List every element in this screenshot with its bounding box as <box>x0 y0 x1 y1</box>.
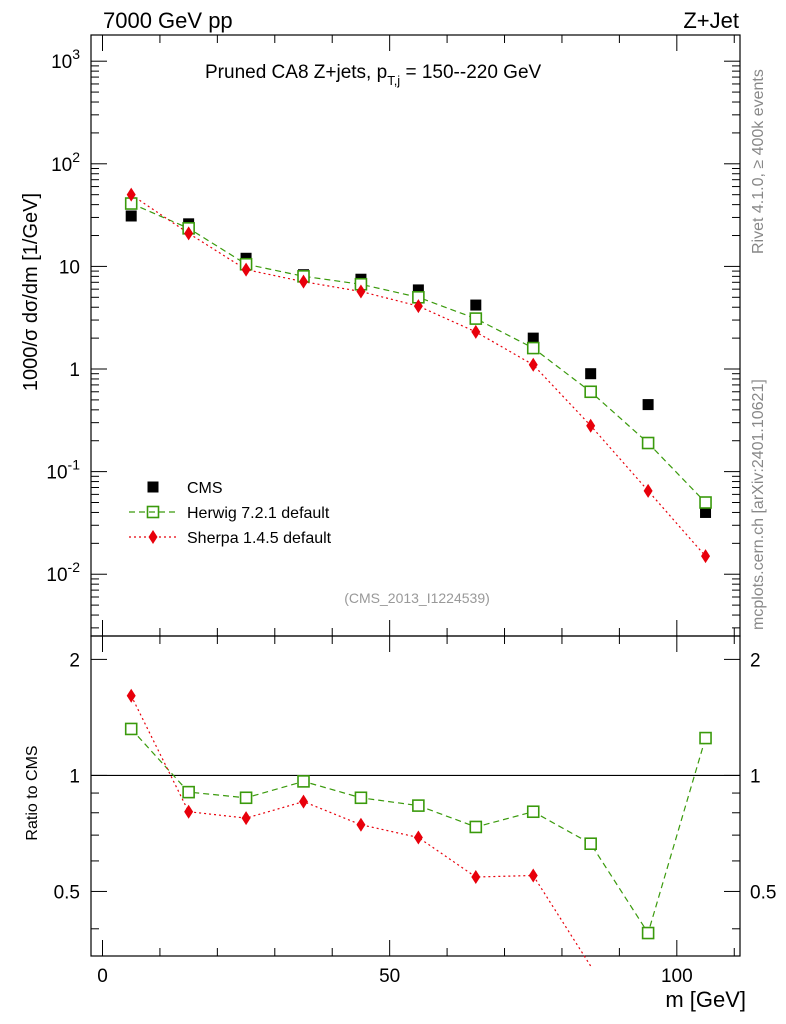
header-left: 7000 GeV pp <box>103 8 233 33</box>
ratio-y-tick-label: 1 <box>69 766 80 787</box>
tick-labels: 0 50 100 10-2 10-1 1 10 102 103 0.5 0.5 1 1 2 2 <box>46 46 776 987</box>
data-point-herwig <box>584 385 597 399</box>
data-point-sherpa <box>126 187 136 202</box>
ratio-plot-frame <box>90 635 741 957</box>
legend-label: CMS <box>187 480 223 497</box>
series-lines <box>91 194 740 967</box>
data-point-sherpa <box>701 549 711 564</box>
ratio-point-herwig <box>584 837 597 851</box>
data-point-sherpa <box>356 284 366 299</box>
ratio-line-1 <box>130 695 592 967</box>
data-point-herwig <box>526 341 540 355</box>
legend-label: Herwig 7.2.1 default <box>187 505 330 522</box>
y-axis-label: 1000/σ dσ/dm [1/GeV] <box>20 193 42 391</box>
ratio-point-herwig <box>641 926 655 940</box>
ratio-y-tick-label: 2 <box>69 650 80 671</box>
x-axis-label: m [GeV] <box>665 987 746 1012</box>
legend: CMS Herwig 7.2.1 default Sherpa 1.4.5 defa… <box>129 480 332 547</box>
ratio-point-herwig <box>239 791 253 805</box>
data-point-herwig <box>699 496 712 509</box>
legend-label: Sherpa 1.4.5 default <box>187 530 332 547</box>
data-point-sherpa <box>299 274 309 289</box>
y-tick-label: 102 <box>51 149 80 176</box>
ratio-point-sherpa <box>471 870 481 885</box>
data-point-cms <box>585 368 597 380</box>
data-point-sherpa <box>413 299 423 314</box>
data-point-sherpa <box>471 324 481 339</box>
ratio-point-herwig <box>699 731 712 745</box>
ratio-point-herwig <box>469 820 483 834</box>
ratio-point-herwig <box>124 722 138 736</box>
ratio-point-herwig <box>526 805 540 819</box>
ratio-point-sherpa <box>184 804 194 819</box>
data-point-sherpa <box>528 357 538 372</box>
ratio-point-herwig <box>412 799 425 812</box>
data-point-sherpa <box>241 262 251 277</box>
ratio-point-herwig <box>297 775 310 788</box>
legend-marker <box>147 481 159 493</box>
y-tick-label: 1 <box>69 360 80 381</box>
ratio-point-sherpa <box>126 688 136 703</box>
data-point-herwig <box>641 436 655 450</box>
ratio-y-tick-label: 0.5 <box>54 882 80 903</box>
ratio-point-sherpa <box>299 794 309 809</box>
ratio-point-herwig <box>354 791 368 805</box>
ratio-y-tick-label-right: 2 <box>750 650 761 671</box>
x-tick-label: 0 <box>97 966 108 987</box>
ratio-point-herwig <box>182 785 195 799</box>
legend-marker <box>148 530 158 544</box>
ratio-y-tick-label-right: 0.5 <box>750 882 776 903</box>
ratio-point-sherpa <box>413 830 423 845</box>
ratio-y-tick-label-right: 1 <box>750 766 761 787</box>
data-point-cms <box>470 299 482 311</box>
mcplots-label: mcplots.cern.ch [arXiv:2401.10621] <box>750 379 767 630</box>
y-tick-label: 10-1 <box>46 457 80 484</box>
rivet-label: Rivet 4.1.0, ≥ 400k events <box>750 69 767 254</box>
header-right: Z+Jet <box>683 8 739 33</box>
series-markers <box>124 187 712 940</box>
data-point-cms <box>125 210 137 222</box>
data-point-cms <box>700 506 712 518</box>
y-tick-label: 10-2 <box>46 559 80 586</box>
data-point-cms <box>412 284 424 296</box>
y-tick-label: 103 <box>51 46 80 73</box>
data-point-cms <box>642 399 654 411</box>
ratio-point-sherpa <box>356 817 366 832</box>
data-point-cms <box>527 332 539 344</box>
data-point-sherpa <box>643 483 653 498</box>
chart-title: Pruned CA8 Z+jets, pT,j = 150--220 GeV <box>205 62 542 88</box>
ratio-point-sherpa <box>528 868 538 883</box>
ratio-point-sherpa <box>241 811 251 826</box>
data-point-sherpa <box>586 418 596 433</box>
data-point-sherpa <box>184 226 194 241</box>
series-line-2 <box>130 194 706 557</box>
x-tick-label: 50 <box>379 966 400 987</box>
analysis-tag: (CMS_2013_I1224539) <box>344 590 490 606</box>
ratio-y-axis-label: Ratio to CMS <box>24 745 41 840</box>
axis-ticks <box>91 35 740 956</box>
data-point-herwig <box>469 312 483 325</box>
series-line-1 <box>130 202 706 503</box>
x-tick-label: 100 <box>661 966 693 987</box>
y-tick-label: 10 <box>59 257 80 278</box>
